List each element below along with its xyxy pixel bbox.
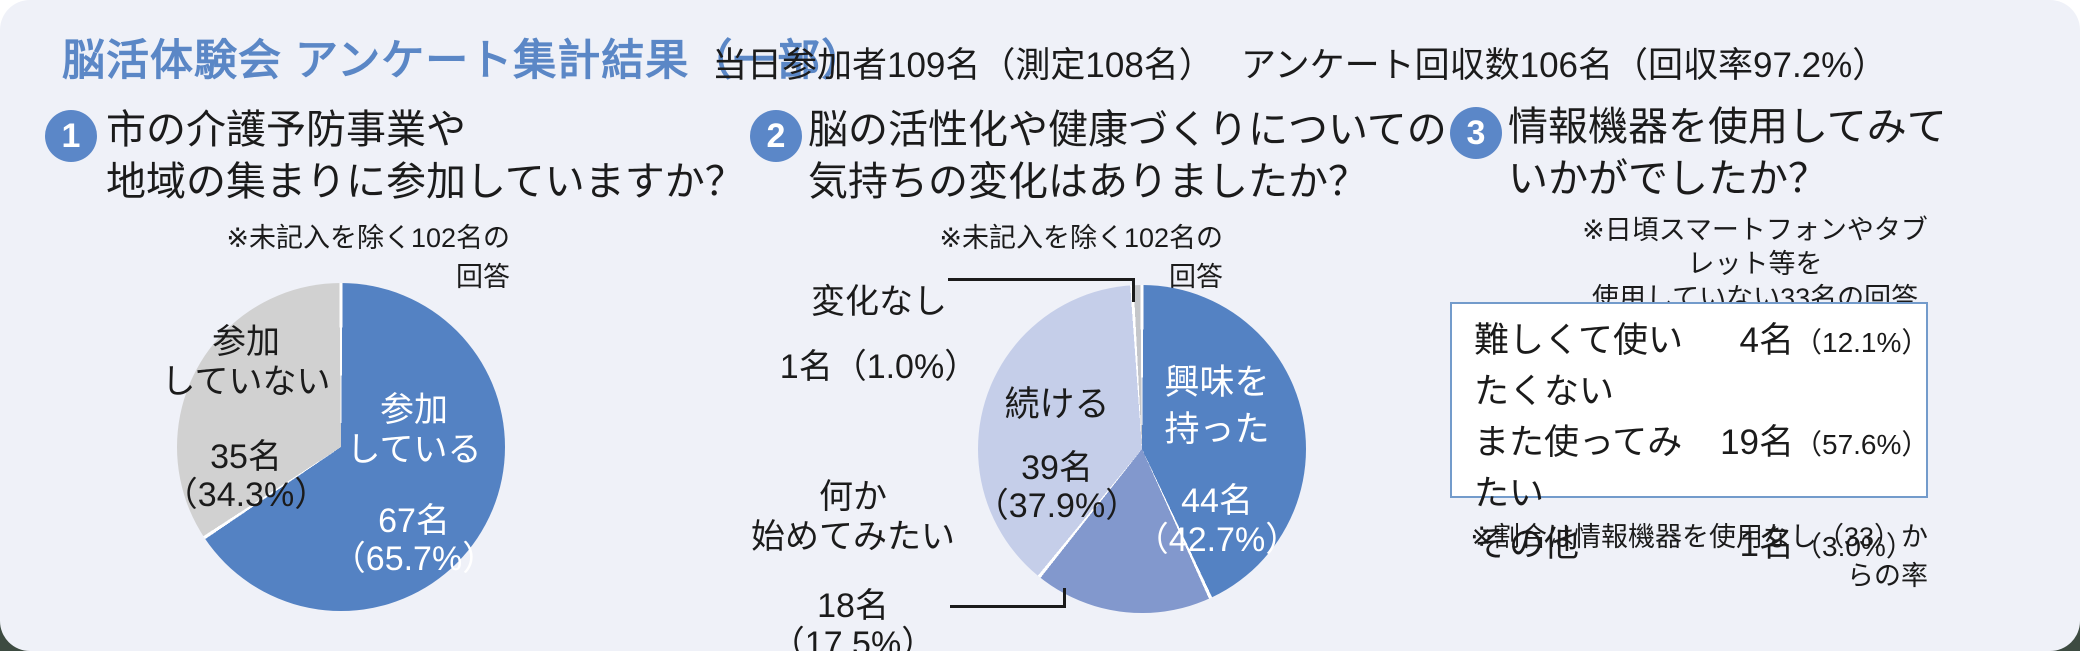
pie-chart-participation <box>177 283 505 611</box>
row-count: 19名 <box>1720 423 1794 462</box>
row-count: 1名 <box>1739 525 1794 564</box>
pie-chart-mindset-change <box>978 285 1306 613</box>
pie2-slice-continue-label: 続ける 39名 （37.9%） <box>975 366 1139 543</box>
page-title: 脳活体験会 アンケート集計結果（一部） <box>62 37 866 85</box>
pie1-slice-not-participating-label: 参加 していない 35名 （34.3%） <box>162 304 331 532</box>
slice-name: 興味を 持った <box>1164 363 1270 450</box>
table-footnote: ※割合は情報機器を使用なし（33）からの率 <box>1470 522 1928 591</box>
table-row: また使ってみたい 19名 （57.6%） <box>1474 414 1930 516</box>
row-label: 難しくて使いたくない <box>1474 321 1683 411</box>
slice-value: 39名 （37.9%） <box>974 449 1140 526</box>
question-2-title: 脳の活性化や健康づくりについての 気持ちの変化はありましたか？ <box>808 108 1447 204</box>
pie2-slice-no-change-label: 変化なし 1名（1.0%） <box>780 264 978 404</box>
row-percent: （12.1%） <box>1794 327 1930 358</box>
row-label: また使ってみたい <box>1474 423 1683 513</box>
question-2-note: ※未記入を除く102名の回答 <box>939 223 1223 292</box>
slice-value: 1名（1.0%） <box>779 348 979 387</box>
pie1-slice-participating-label: 参加 している 67名 （65.7%） <box>332 372 496 596</box>
question-1-note: ※未記入を除く102名の回答 <box>226 223 510 292</box>
question-3-title: 情報機器を使用してみて いかがでしたか？ <box>1508 105 1947 201</box>
question-3-note: ※日頃スマートフォンやタブレット等を 使用していない33名の回答 <box>1582 215 1928 313</box>
slice-value: 18名 （17.5%） <box>770 587 936 651</box>
slice-name: 続ける <box>1004 385 1110 424</box>
table-row: その他 1名 （3.0%） <box>1474 516 1914 567</box>
table-row: 難しくて使いたくない 4名 （12.1%） <box>1474 312 1930 414</box>
slice-name: 参加 している <box>346 391 482 470</box>
question-1-badge: 1 <box>45 110 97 162</box>
pie2-slice-start-something-label: 何か 始めてみたい 18名 （17.5%） <box>751 459 955 651</box>
row-percent: （57.6%） <box>1794 429 1930 460</box>
question-1-title: 市の介護予防事業や 地域の集まりに参加していますか？ <box>106 108 745 204</box>
slice-name: 何か 始めてみたい <box>751 478 955 557</box>
device-feedback-table: 難しくて使いたくない 4名 （12.1%） また使ってみたい 19名 （57.6… <box>1450 302 1930 564</box>
pie2-slice-interested-label: 興味を 持った 44名 （42.7%） <box>1135 341 1299 578</box>
question-3-badge: 3 <box>1450 107 1502 159</box>
slice-value: 67名 （65.7%） <box>331 502 497 579</box>
row-count: 4名 <box>1739 321 1794 360</box>
slice-value: 44名 （42.7%） <box>1134 481 1300 559</box>
row-percent: （3.0%） <box>1794 531 1914 562</box>
slice-name: 変化なし <box>811 283 947 321</box>
no-change-callout-line <box>948 278 1135 302</box>
participation-stats: 当日参加者109名（測定108名） アンケート回収数106名（回収率97.2%） <box>712 46 1888 85</box>
slice-value: 35名 （34.3%） <box>163 438 329 515</box>
start-something-callout-line <box>950 588 1066 608</box>
question-2-badge: 2 <box>750 110 802 162</box>
slice-name: 参加 していない <box>161 323 331 402</box>
row-label: その他 <box>1474 525 1580 564</box>
